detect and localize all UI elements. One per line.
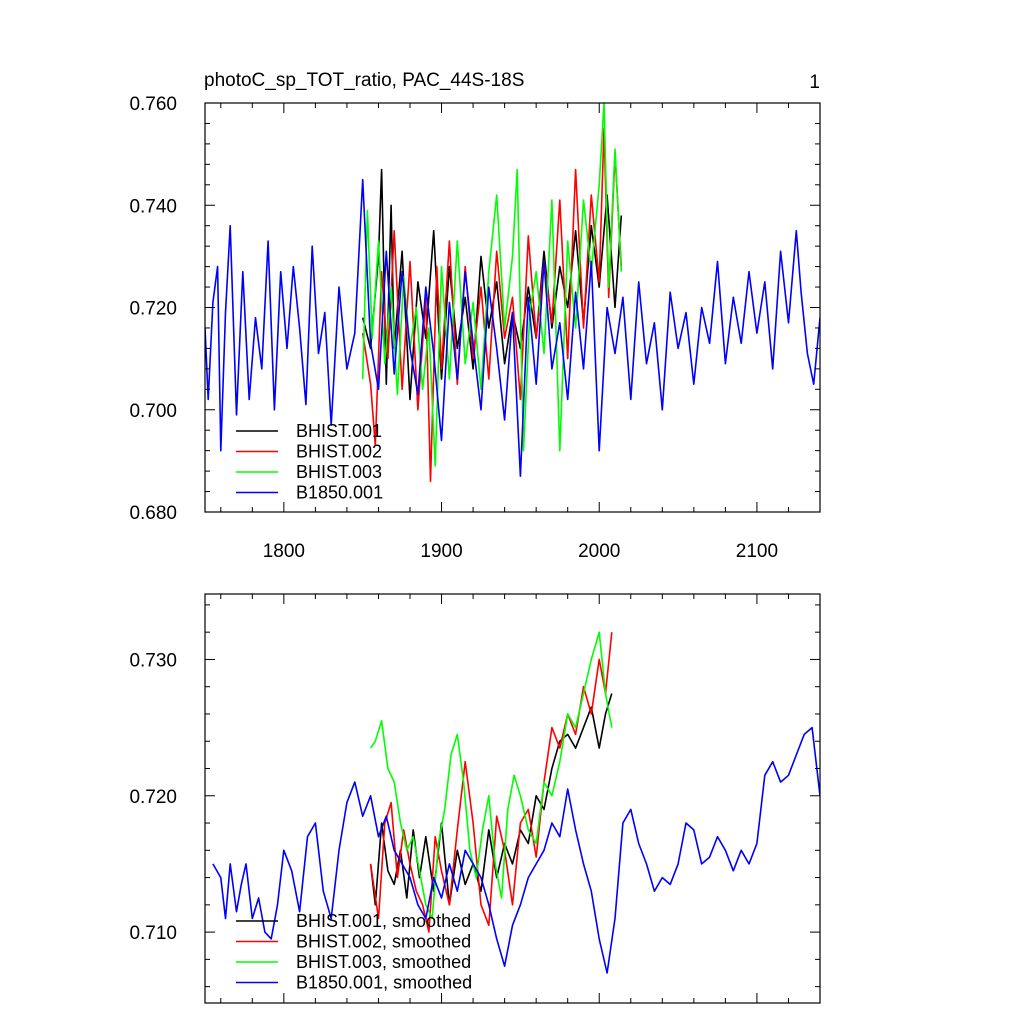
x-tick-label: 1900 — [420, 541, 462, 562]
legend-label: BHIST.003, smoothed — [296, 952, 471, 972]
legend-label: BHIST.001, smoothed — [296, 911, 471, 931]
series-group — [205, 103, 820, 483]
legend-label: BHIST.002, smoothed — [296, 932, 471, 952]
series-line-b1850-001-smoothed — [212, 726, 820, 974]
series-line-bhist-003-smoothed — [369, 631, 613, 920]
legend-label: BHIST.003 — [296, 462, 382, 482]
plot-frame — [204, 593, 821, 1004]
y-tick-label: 0.730 — [129, 650, 177, 671]
legend-label: BHIST.001 — [296, 421, 382, 441]
y-tick-label: 0.740 — [129, 196, 177, 217]
x-tick-label: 1800 — [263, 541, 305, 562]
series-line-b1850-001 — [205, 178, 820, 478]
y-tick-label: 0.700 — [129, 401, 177, 422]
series-line-bhist-002 — [361, 127, 623, 483]
y-tick-label: 0.760 — [129, 94, 177, 115]
y-tick-label: 0.720 — [129, 787, 177, 808]
series-line-bhist-002-smoothed — [369, 632, 613, 933]
legend-label: B1850.001 — [296, 483, 383, 503]
plot-area: 1800 1900 2000 2100 0.680 0.700 0.720 0.740 0.76… — [129, 94, 821, 562]
x-tick-label: 2100 — [736, 541, 778, 562]
series-line-bhist-003 — [361, 103, 623, 467]
chart-title: photoC_sp_TOT_ratio, PAC_44S-18S — [204, 70, 524, 91]
y-tick-label: 0.710 — [129, 923, 177, 944]
panel-number: 1 — [809, 72, 820, 93]
series-group — [212, 631, 820, 974]
y-tick-label: 0.720 — [129, 299, 177, 320]
x-tick-label: 2000 — [578, 541, 620, 562]
y-tick-label: 0.680 — [129, 503, 177, 524]
legend-label: BHIST.002 — [296, 442, 382, 462]
legend-label: B1850.001, smoothed — [296, 973, 472, 993]
top-panel: photoC_sp_TOT_ratio, PAC_44S-18S 1 1800 1… — [129, 70, 821, 562]
series-line-bhist-001-smoothed — [369, 693, 613, 906]
